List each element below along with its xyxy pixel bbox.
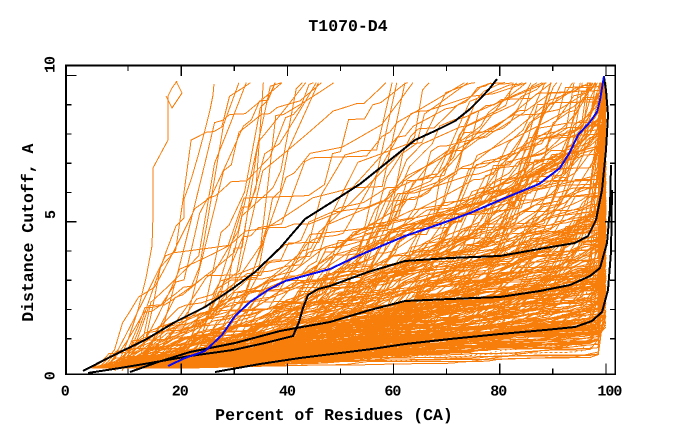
svg-text:0: 0 bbox=[43, 371, 60, 380]
svg-text:Percent of Residues (CA): Percent of Residues (CA) bbox=[215, 406, 453, 425]
svg-text:T1070-D4: T1070-D4 bbox=[308, 17, 387, 36]
svg-text:100: 100 bbox=[597, 383, 622, 400]
svg-text:60: 60 bbox=[384, 383, 401, 400]
svg-text:20: 20 bbox=[172, 383, 189, 400]
svg-text:Distance Cutoff, A: Distance Cutoff, A bbox=[19, 143, 38, 321]
svg-text:10: 10 bbox=[43, 56, 60, 73]
svg-text:80: 80 bbox=[490, 383, 507, 400]
svg-text:5: 5 bbox=[43, 210, 60, 219]
svg-text:0: 0 bbox=[61, 383, 70, 400]
svg-text:40: 40 bbox=[279, 383, 296, 400]
